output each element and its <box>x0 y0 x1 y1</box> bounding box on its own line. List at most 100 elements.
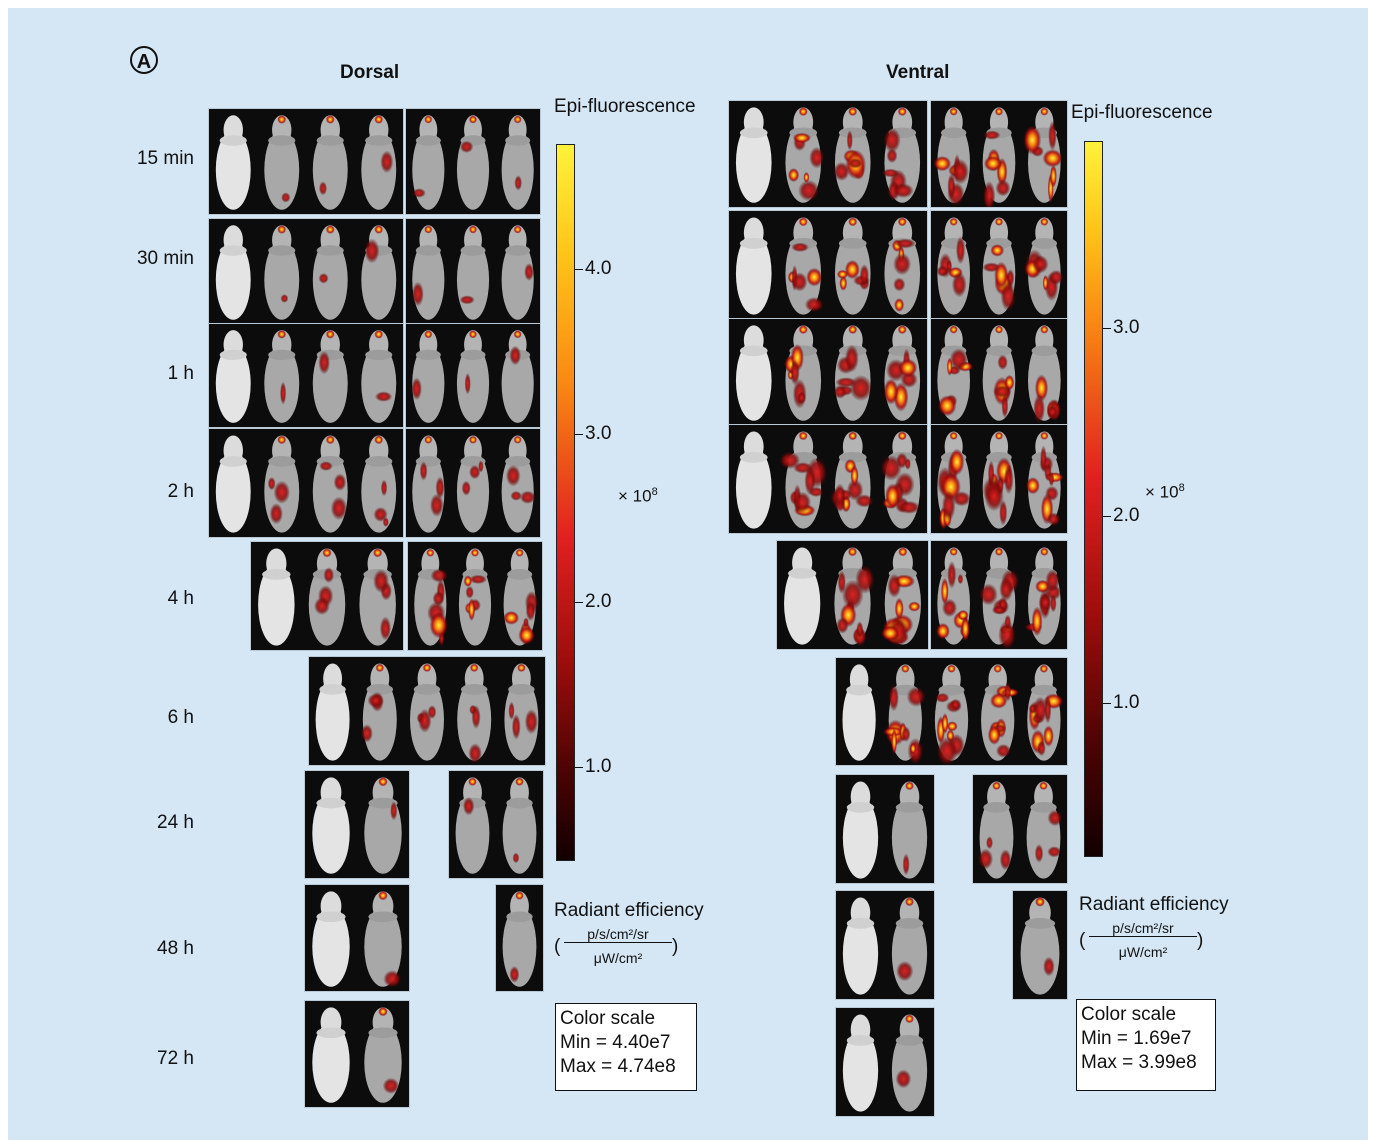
ventral-exponent: × 108 <box>1145 482 1185 503</box>
dorsal-unit-denominator: μW/cm² <box>593 950 643 966</box>
dorsal-tick-mark <box>575 767 583 768</box>
dorsal-tick-label: 4.0 <box>585 258 612 279</box>
dorsal-exponent: × 108 <box>618 486 658 507</box>
dorsal-exponent-power: 8 <box>651 486 658 498</box>
dorsal-scale-title: Epi-fluorescence <box>554 96 696 117</box>
ventral-unit-denominator: μW/cm² <box>1118 944 1168 960</box>
ventral-box-title: Color scale <box>1081 1004 1177 1025</box>
dorsal-image-panel <box>208 108 404 215</box>
ventral-image-panel <box>776 540 929 650</box>
time-label-6h: 6 h <box>167 707 194 728</box>
ventral-mouse-image <box>842 1014 928 1112</box>
time-label-72h: 72 h <box>157 1048 194 1069</box>
dorsal-image-panel <box>304 1000 410 1108</box>
ventral-image-panel <box>930 100 1068 208</box>
dorsal-mouse-image <box>412 115 534 210</box>
ventral-tick-mark <box>1103 703 1111 704</box>
time-label-24h: 24 h <box>157 812 194 833</box>
ventral-image-panel <box>728 210 928 320</box>
dorsal-unit-open-paren: ( <box>554 936 561 957</box>
dorsal-image-panel <box>208 428 404 538</box>
dorsal-image-panel <box>448 770 544 879</box>
ventral-heading: Ventral <box>886 62 950 83</box>
ventral-image-panel <box>930 210 1068 320</box>
panel-letter: A <box>130 46 158 74</box>
dorsal-unit-title: Radiant efficiency <box>554 900 704 921</box>
dorsal-mouse-image <box>412 435 536 533</box>
dorsal-unit-numerator: p/s/cm²/sr <box>564 926 672 943</box>
ventral-image-panel <box>835 774 935 884</box>
dorsal-image-panel <box>405 428 541 538</box>
ventral-unit-numerator: p/s/cm²/sr <box>1089 920 1197 937</box>
dorsal-image-panel <box>304 884 410 992</box>
ventral-mouse-image <box>842 781 928 879</box>
ventral-tick-label: 1.0 <box>1113 692 1140 713</box>
ventral-unit-open-paren: ( <box>1079 930 1086 951</box>
ventral-image-panel <box>930 318 1068 426</box>
time-label-30min: 30 min <box>136 248 194 269</box>
dorsal-max-value: Max = 4.74e8 <box>560 1056 676 1077</box>
dorsal-mouse-image <box>502 891 537 987</box>
dorsal-image-panel <box>405 108 541 215</box>
dorsal-image-panel <box>304 770 410 879</box>
ventral-tick-mark <box>1103 328 1111 329</box>
ventral-tick-label: 3.0 <box>1113 317 1140 338</box>
dorsal-mouse-image <box>455 777 537 874</box>
ventral-tick-label: 2.0 <box>1113 505 1140 526</box>
ventral-image-panel <box>835 657 1068 766</box>
dorsal-mouse-image <box>215 329 397 423</box>
dorsal-mouse-image <box>412 225 534 320</box>
ventral-image-panel <box>930 424 1068 534</box>
ventral-mouse-image <box>937 325 1062 424</box>
ventral-exponent-power: 8 <box>1178 482 1185 494</box>
dorsal-min-value: Min = 4.40e7 <box>560 1032 671 1053</box>
ventral-scale-title: Epi-fluorescence <box>1071 102 1213 123</box>
dorsal-image-panel <box>208 218 404 325</box>
ventral-image-panel <box>728 318 928 426</box>
ventral-mouse-image <box>936 431 1064 530</box>
time-label-48h: 48 h <box>157 938 194 959</box>
ventral-tick-mark <box>1103 516 1111 517</box>
dorsal-image-panel <box>208 323 404 428</box>
dorsal-image-panel <box>250 541 404 651</box>
dorsal-color-scale-box: Color scale Min = 4.40e7 Max = 4.74e8 <box>555 1003 697 1091</box>
ventral-image-panel <box>728 100 928 208</box>
dorsal-mouse-image <box>315 663 539 764</box>
dorsal-tick-label: 3.0 <box>585 423 612 444</box>
dorsal-mouse-image <box>414 548 539 647</box>
ventral-max-value: Max = 3.99e8 <box>1081 1052 1197 1073</box>
time-label-4h: 4 h <box>167 588 194 609</box>
figure-panel: A Dorsal Ventral 15 min 30 min 1 h 2 h 4… <box>8 8 1368 1140</box>
ventral-mouse-image <box>936 217 1064 315</box>
ventral-mouse-image <box>735 325 921 421</box>
ventral-image-panel <box>835 1007 935 1117</box>
dorsal-mouse-image <box>312 777 402 874</box>
time-label-1h: 1 h <box>167 363 194 384</box>
dorsal-tick-mark <box>575 602 583 603</box>
ventral-mouse-image <box>1020 896 1060 995</box>
ventral-mouse-image <box>842 664 1064 765</box>
dorsal-unit-close-paren: ) <box>672 936 679 957</box>
dorsal-color-bar <box>556 144 575 861</box>
dorsal-image-panel <box>308 656 546 766</box>
dorsal-mouse-image <box>312 890 402 988</box>
dorsal-heading: Dorsal <box>340 62 400 83</box>
ventral-mouse-image <box>784 547 921 647</box>
dorsal-tick-mark <box>575 269 583 270</box>
dorsal-mouse-image <box>312 1006 402 1103</box>
ventral-mouse-image <box>933 107 1063 207</box>
time-label-15min: 15 min <box>136 148 194 169</box>
dorsal-mouse-image <box>411 330 534 423</box>
ventral-mouse-image <box>735 107 921 203</box>
ventral-mouse-image <box>735 431 921 529</box>
ventral-exponent-base: × 10 <box>1145 482 1179 502</box>
ventral-min-value: Min = 1.69e7 <box>1081 1028 1192 1049</box>
dorsal-image-panel <box>495 884 544 992</box>
ventral-color-bar <box>1084 141 1103 857</box>
dorsal-box-title: Color scale <box>560 1008 656 1029</box>
ventral-mouse-image <box>735 217 921 315</box>
dorsal-mouse-image <box>215 225 397 320</box>
ventral-image-panel <box>728 424 928 534</box>
ventral-unit-title: Radiant efficiency <box>1079 894 1229 915</box>
dorsal-tick-mark <box>575 434 583 435</box>
